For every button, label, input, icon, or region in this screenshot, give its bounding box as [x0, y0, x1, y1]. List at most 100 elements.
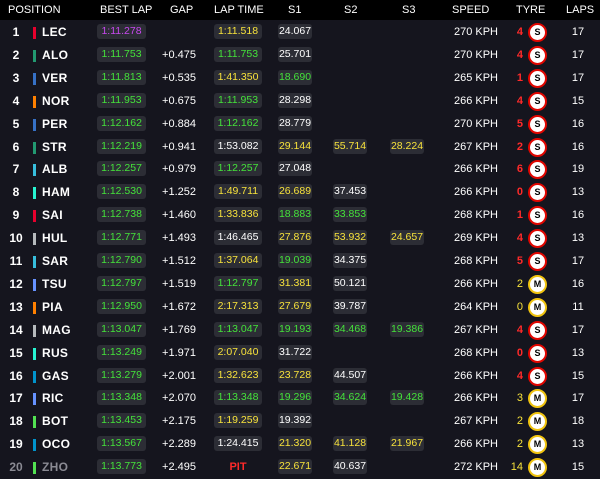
best-lap: 1:13.567 [97, 436, 146, 451]
lap-time: 1:37.064 [214, 253, 262, 268]
team-color-bar [33, 416, 36, 428]
sector-2: 41.128 [333, 436, 367, 451]
driver-code: ALB [42, 162, 68, 176]
table-row[interactable]: 12 TSU 1:12.797 +1.519 1:12.797 31.381 50.121 2… [0, 273, 600, 295]
sector-2: 50.121 [333, 276, 367, 291]
table-row[interactable]: 11 SAR 1:12.790 +1.512 1:37.064 19.039 34.375 2… [0, 250, 600, 272]
best-lap: 1:11.953 [97, 93, 146, 108]
header-s3[interactable]: S3 [402, 4, 416, 16]
sector-1: 28.298 [278, 93, 312, 108]
table-row[interactable]: 3 VER 1:11.813 +0.535 1:41.350 18.690 265 KPH 1… [0, 67, 600, 89]
tyre-compound-icon: S [528, 160, 547, 179]
sector-1: 19.039 [278, 253, 312, 268]
table-row[interactable]: 14 MAG 1:13.047 +1.769 1:13.047 19.193 34.468 1… [0, 319, 600, 341]
header-gap[interactable]: GAP [170, 4, 194, 16]
row-position: 16 [9, 369, 23, 383]
speed: 272 KPH [453, 461, 498, 473]
sector-2: 37.453 [333, 184, 367, 199]
table-row[interactable]: 6 STR 1:12.219 +0.941 1:53.082 29.144 55.714 28… [0, 136, 600, 158]
row-position: 15 [9, 346, 23, 360]
team-color-bar [33, 325, 36, 337]
driver-code: BOT [42, 414, 69, 428]
table-row[interactable]: 10 HUL 1:12.771 +1.493 1:46.465 27.876 53.932 2… [0, 227, 600, 249]
team-color-bar [33, 119, 36, 131]
lap-time: 1:12.797 [214, 276, 262, 291]
driver-code: SAR [42, 254, 69, 268]
table-row[interactable]: 19 OCO 1:13.567 +2.289 1:24.415 21.320 41.128 2… [0, 433, 600, 455]
gap: +1.493 [162, 232, 196, 244]
table-row[interactable]: 20 ZHO 1:13.773 +2.495 PIT 22.671 40.637 272 KP… [0, 456, 600, 478]
header-position[interactable]: POSITION [8, 4, 61, 16]
header-best-lap[interactable]: BEST LAP [100, 4, 153, 16]
laps: 13 [571, 186, 585, 198]
tyre-compound-icon: S [528, 252, 547, 271]
tyre-compound-icon: S [528, 23, 547, 42]
sector-2: 39.787 [333, 299, 367, 314]
gap: +1.512 [162, 255, 196, 267]
header-laps[interactable]: LAPS [566, 4, 595, 16]
table-row[interactable]: 15 RUS 1:13.249 +1.971 2:07.040 31.722 268 KPH… [0, 342, 600, 364]
lap-time: 1:11.518 [214, 24, 262, 39]
sector-2: 53.932 [333, 230, 367, 245]
row-position: 19 [9, 437, 23, 451]
table-row[interactable]: 4 NOR 1:11.953 +0.675 1:11.953 28.298 266 KPH 4… [0, 90, 600, 112]
sector-1: 27.679 [278, 299, 312, 314]
header-s1[interactable]: S1 [288, 4, 302, 16]
header-s2[interactable]: S2 [344, 4, 358, 16]
tyre-age: 2 [516, 278, 523, 290]
laps: 15 [571, 461, 585, 473]
speed: 265 KPH [453, 72, 498, 84]
header-lap-time[interactable]: LAP TIME [214, 4, 264, 16]
sector-1: 31.722 [278, 345, 312, 360]
lap-time: 2:07.040 [214, 345, 262, 360]
tyre-compound-icon: M [528, 275, 547, 294]
tyre-age: 0 [516, 347, 523, 359]
laps: 16 [571, 118, 585, 130]
row-position: 9 [12, 208, 20, 222]
table-row[interactable]: 2 ALO 1:11.753 +0.475 1:11.753 25.701 270 KPH 4… [0, 44, 600, 66]
header-tyre[interactable]: TYRE [516, 4, 546, 16]
tyre-compound-icon: M [528, 389, 547, 408]
driver-code: PIA [42, 300, 63, 314]
tyre-age: 4 [516, 95, 523, 107]
laps: 17 [571, 255, 585, 267]
table-row[interactable]: 18 BOT 1:13.453 +2.175 1:19.259 19.392 267 KPH… [0, 410, 600, 432]
table-row[interactable]: 5 PER 1:12.162 +0.884 1:12.162 28.779 270 KPH 5… [0, 113, 600, 135]
laps: 16 [571, 278, 585, 290]
tyre-compound-icon: S [528, 115, 547, 134]
row-position: 8 [12, 185, 20, 199]
table-row[interactable]: 7 ALB 1:12.257 +0.979 1:12.257 27.048 266 KPH 6… [0, 158, 600, 180]
row-position: 3 [12, 71, 20, 85]
table-row[interactable]: 16 GAS 1:13.279 +2.001 1:32.623 23.728 44.507 2… [0, 365, 600, 387]
driver-code: SAI [42, 208, 63, 222]
sector-1: 21.320 [278, 436, 312, 451]
gap: +2.070 [162, 392, 196, 404]
table-row[interactable]: 17 RIC 1:13.348 +2.070 1:13.348 19.296 34.624 1… [0, 387, 600, 409]
table-row[interactable]: 13 PIA 1:12.950 +1.672 2:17.313 27.679 39.787 2… [0, 296, 600, 318]
sector-2: 34.624 [333, 390, 367, 405]
team-color-bar [33, 439, 36, 451]
laps: 17 [571, 49, 585, 61]
table-row[interactable]: 1 LEC 1:11.278 1:11.518 24.067 270 KPH 4 S 17 [0, 21, 600, 43]
tyre-compound-icon: M [528, 298, 547, 317]
lap-time: 1:46.465 [214, 230, 262, 245]
laps: 16 [571, 141, 585, 153]
tyre-age: 4 [516, 370, 523, 382]
gap: +1.971 [162, 347, 196, 359]
driver-code: HAM [42, 185, 71, 199]
best-lap: 1:12.771 [97, 230, 146, 245]
table-row[interactable]: 8 HAM 1:12.530 +1.252 1:49.711 26.689 37.453 26… [0, 181, 600, 203]
sector-1: 26.689 [278, 184, 312, 199]
driver-code: ALO [42, 48, 69, 62]
speed: 270 KPH [453, 118, 498, 130]
best-lap: 1:12.257 [97, 161, 146, 176]
sector-1: 22.671 [278, 459, 312, 474]
table-row[interactable]: 9 SAI 1:12.738 +1.460 1:33.836 18.883 33.853 26… [0, 204, 600, 226]
sector-1: 19.193 [278, 322, 312, 337]
laps: 17 [571, 324, 585, 336]
header-speed[interactable]: SPEED [452, 4, 490, 16]
row-position: 12 [9, 277, 23, 291]
driver-code: HUL [42, 231, 68, 245]
row-position: 13 [9, 300, 23, 314]
